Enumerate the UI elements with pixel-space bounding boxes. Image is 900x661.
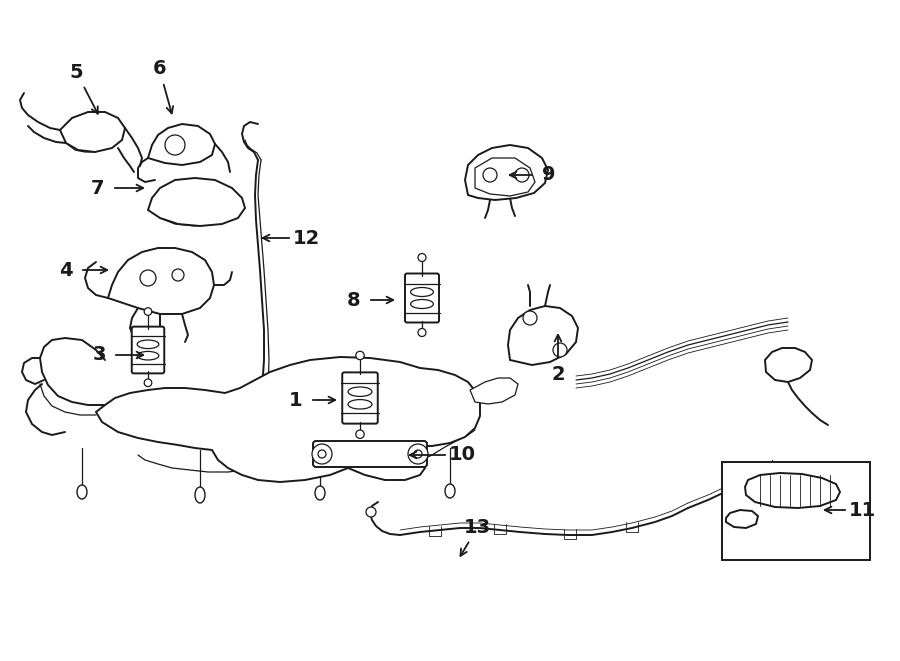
Bar	[722, 462, 870, 560]
Text: 8: 8	[347, 290, 361, 309]
Text: 2: 2	[551, 364, 565, 383]
Ellipse shape	[137, 340, 158, 348]
Ellipse shape	[144, 379, 152, 387]
Ellipse shape	[408, 444, 428, 464]
Circle shape	[523, 311, 537, 325]
Circle shape	[140, 270, 156, 286]
Circle shape	[483, 168, 497, 182]
Circle shape	[553, 343, 567, 357]
Ellipse shape	[356, 430, 364, 438]
Polygon shape	[475, 158, 535, 196]
Ellipse shape	[418, 329, 426, 336]
FancyBboxPatch shape	[313, 441, 427, 467]
Circle shape	[414, 450, 422, 458]
Ellipse shape	[410, 288, 434, 297]
Ellipse shape	[348, 387, 372, 397]
Text: 6: 6	[152, 59, 166, 78]
Circle shape	[366, 507, 376, 517]
Ellipse shape	[77, 485, 87, 499]
Text: 13: 13	[464, 518, 490, 537]
Text: 12: 12	[292, 229, 320, 247]
FancyBboxPatch shape	[131, 327, 164, 373]
Ellipse shape	[410, 299, 434, 309]
Polygon shape	[465, 145, 548, 200]
Circle shape	[318, 450, 326, 458]
Polygon shape	[745, 473, 840, 508]
Polygon shape	[60, 112, 125, 152]
FancyBboxPatch shape	[342, 372, 378, 424]
Text: 5: 5	[70, 63, 84, 82]
Polygon shape	[765, 348, 812, 382]
Polygon shape	[726, 510, 758, 528]
Text: 10: 10	[448, 446, 475, 465]
Polygon shape	[148, 124, 215, 165]
Polygon shape	[108, 248, 214, 314]
Ellipse shape	[445, 484, 455, 498]
Text: 11: 11	[849, 500, 876, 520]
Ellipse shape	[137, 352, 158, 360]
Text: 9: 9	[542, 165, 556, 184]
Polygon shape	[96, 357, 480, 482]
Text: 4: 4	[59, 260, 73, 280]
Ellipse shape	[348, 400, 372, 409]
Polygon shape	[508, 306, 578, 365]
Circle shape	[172, 269, 184, 281]
Ellipse shape	[356, 351, 364, 360]
Text: 1: 1	[289, 391, 302, 410]
Polygon shape	[470, 378, 518, 404]
Text: 7: 7	[91, 178, 104, 198]
Circle shape	[165, 135, 185, 155]
Ellipse shape	[418, 254, 426, 262]
Text: 3: 3	[92, 346, 106, 364]
FancyBboxPatch shape	[405, 274, 439, 323]
Ellipse shape	[312, 444, 332, 464]
Polygon shape	[148, 178, 245, 226]
Ellipse shape	[195, 487, 205, 503]
Ellipse shape	[144, 308, 152, 315]
Ellipse shape	[315, 486, 325, 500]
Circle shape	[515, 168, 529, 182]
